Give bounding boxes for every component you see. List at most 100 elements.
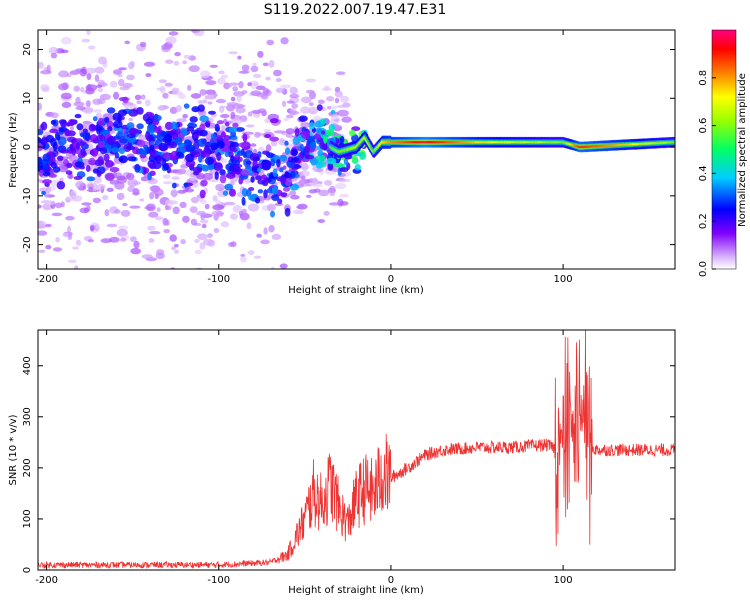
- ridge-blob: [195, 148, 203, 154]
- noise-blob: [95, 112, 102, 119]
- noise-blob: [171, 246, 176, 251]
- ridge-blob: [58, 126, 68, 133]
- noise-blob: [324, 180, 333, 186]
- noise-blob: [187, 84, 192, 91]
- snr-frame: [37, 329, 676, 571]
- noise-blob: [108, 236, 120, 243]
- ridge-blob: [127, 156, 137, 162]
- colorbar-label: Normalized spectral amplitude: [737, 73, 748, 227]
- noise-blob: [170, 267, 176, 269]
- noise-blob: [116, 228, 128, 237]
- noise-blob: [218, 70, 225, 75]
- ridge-blob: [214, 171, 219, 180]
- ridge-blob: [208, 110, 216, 115]
- noise-blob: [75, 292, 85, 297]
- ridge-blob: [220, 131, 226, 138]
- noise-blob: [162, 174, 171, 179]
- noise-blob: [41, 289, 48, 294]
- noise-blob: [163, 229, 170, 234]
- noise-blob: [317, 99, 325, 105]
- noise-blob: [222, 84, 233, 88]
- noise-blob: [120, 237, 127, 242]
- noise-blob: [96, 183, 106, 190]
- ridge-blob: [45, 134, 55, 143]
- noise-blob: [190, 196, 199, 204]
- noise-blob: [86, 30, 91, 36]
- ridge-blob: [326, 157, 337, 165]
- noise-blob: [145, 203, 156, 212]
- noise-blob: [166, 206, 172, 211]
- ridge-blob: [92, 168, 99, 174]
- noise-blob: [190, 93, 202, 99]
- ridge-blob: [97, 141, 105, 149]
- noise-blob: [148, 211, 159, 218]
- noise-blob: [86, 67, 97, 74]
- noise-blob: [69, 15, 81, 19]
- noise-blob: [265, 144, 272, 152]
- noise-blob: [58, 70, 69, 78]
- noise-blob: [140, 94, 146, 100]
- noise-blob: [189, 174, 197, 181]
- noise-blob: [40, 84, 50, 91]
- noise-blob: [44, 23, 51, 26]
- colorbar-tick-label: 0.6: [698, 118, 709, 134]
- noise-blob: [44, 200, 56, 205]
- ridge-blob: [50, 161, 57, 169]
- y-tick-label: 200: [22, 458, 33, 477]
- noise-blob: [79, 207, 90, 214]
- page-title: S119.2022.007.19.47.E31: [263, 2, 447, 18]
- ridge-blob: [276, 159, 281, 168]
- noise-blob: [279, 263, 288, 269]
- noise-blob: [194, 249, 202, 255]
- noise-blob: [73, 101, 85, 107]
- noise-blob: [221, 12, 225, 17]
- noise-blob: [245, 124, 255, 128]
- noise-blob: [312, 177, 319, 185]
- noise-blob: [45, 223, 52, 228]
- ridge-blob: [149, 112, 155, 120]
- noise-blob: [165, 59, 174, 64]
- ridge-blob: [199, 129, 208, 137]
- snr-ylabel: SNR (10 * v/v): [8, 414, 19, 485]
- ridge-blob: [272, 168, 278, 177]
- ridge-blob: [105, 173, 115, 181]
- noise-blob: [38, 102, 42, 111]
- ridge-blob: [284, 177, 293, 187]
- ridge-blob: [266, 152, 274, 159]
- ridge-blob: [97, 117, 105, 126]
- noise-blob: [162, 92, 169, 99]
- ridge-blob: [199, 189, 206, 199]
- ridge-blob: [351, 154, 357, 162]
- noise-blob: [226, 102, 239, 107]
- noise-blob: [127, 179, 139, 187]
- noise-blob: [139, 198, 145, 202]
- noise-blob: [136, 100, 142, 105]
- snr-xlabel: Height of straight line (km): [288, 585, 424, 596]
- noise-blob: [189, 206, 198, 214]
- noise-blob: [205, 89, 216, 95]
- noise-blob: [279, 137, 285, 143]
- noise-blob: [329, 185, 336, 193]
- noise-blob: [104, 209, 110, 217]
- ridge-blob: [248, 195, 255, 201]
- noise-blob: [170, 189, 178, 198]
- noise-blob: [238, 70, 249, 74]
- ridge-blob: [298, 115, 308, 122]
- noise-blob: [196, 210, 207, 216]
- ridge-blob: [257, 189, 264, 194]
- noise-blob: [46, 186, 52, 194]
- noise-blob: [191, 182, 199, 188]
- noise-blob: [204, 203, 210, 210]
- noise-blob: [316, 168, 324, 173]
- ridge-blob: [153, 114, 162, 122]
- noise-blob: [300, 106, 311, 114]
- noise-blob: [253, 148, 258, 155]
- ridge-blob: [317, 149, 324, 157]
- ridge-blob: [75, 142, 81, 150]
- ridge-blob: [197, 138, 207, 148]
- ridge-blob: [146, 123, 155, 133]
- noise-blob: [60, 49, 69, 54]
- noise-blob: [143, 61, 156, 67]
- noise-blob: [164, 82, 173, 87]
- noise-blob: [65, 195, 78, 201]
